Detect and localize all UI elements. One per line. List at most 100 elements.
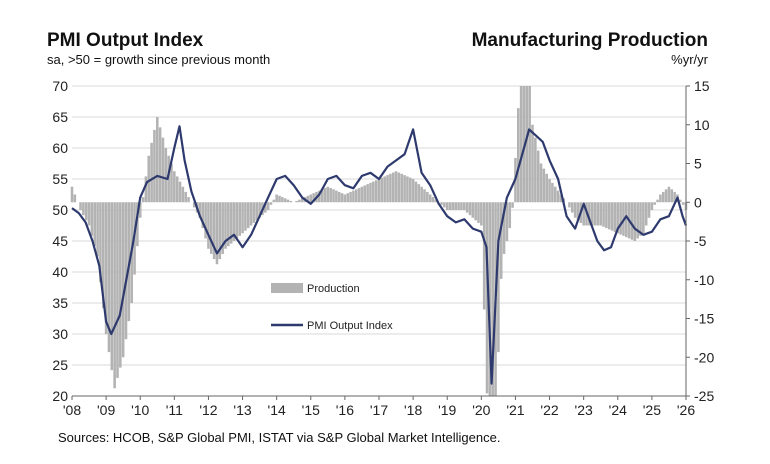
production-bar: [113, 202, 116, 389]
production-bar: [275, 194, 278, 203]
production-bar: [278, 195, 281, 203]
production-bar: [104, 202, 108, 334]
production-bar: [281, 197, 284, 203]
production-bar: [491, 202, 494, 396]
production-bar: [448, 202, 452, 210]
production-bar: [619, 202, 622, 235]
production-bar: [346, 193, 350, 203]
production-bar: [266, 202, 270, 210]
production-bar: [138, 202, 142, 218]
y-right-tick-label: 15: [694, 78, 710, 94]
production-bar: [673, 191, 676, 203]
production-bar: [354, 189, 358, 203]
production-bar: [232, 202, 236, 241]
x-tick-label: '21: [506, 402, 524, 418]
y-right-tick-label: -25: [694, 388, 714, 404]
legend-label-pmi: PMI Output Index: [307, 320, 393, 332]
production-bar: [391, 172, 395, 203]
production-bar: [221, 202, 224, 254]
production-bar: [625, 202, 628, 238]
production-bar: [178, 181, 182, 203]
x-tick-label: '13: [233, 402, 251, 418]
production-bar: [204, 202, 207, 239]
production-bar: [229, 202, 233, 244]
pmi-output-line: [71, 125, 688, 385]
production-bar: [647, 202, 651, 218]
production-bar: [411, 179, 415, 203]
production-bar: [340, 193, 344, 203]
y-left-tick-label: 70: [52, 78, 68, 94]
x-tick-label: '15: [302, 402, 320, 418]
production-bar: [599, 202, 603, 226]
x-tick-label: '16: [336, 402, 354, 418]
production-bar: [468, 202, 472, 216]
production-bar: [360, 186, 364, 203]
production-bar: [582, 202, 585, 226]
production-bar: [210, 202, 213, 254]
production-bar: [607, 202, 611, 230]
production-bar: [553, 186, 557, 203]
production-bar: [389, 173, 392, 203]
production-bar: [241, 202, 244, 234]
production-bar: [551, 182, 554, 203]
production-bar: [244, 202, 247, 231]
production-bar: [272, 199, 276, 203]
production-bar: [161, 137, 165, 203]
production-bar: [460, 202, 463, 210]
production-bar: [374, 180, 378, 203]
y-left-tick-label: 45: [52, 233, 68, 249]
production-bar: [320, 189, 324, 203]
production-bar: [681, 202, 685, 205]
production-bar: [505, 202, 509, 241]
production-bar: [318, 190, 321, 203]
production-bar: [667, 186, 671, 203]
production-bar: [636, 202, 639, 239]
production-bar: [380, 177, 384, 203]
production-bar: [661, 191, 665, 203]
x-tick-label: '12: [199, 402, 217, 418]
production-bar: [181, 186, 185, 203]
production-bar: [431, 197, 435, 203]
y-right-tick-label: -10: [694, 272, 714, 288]
production-bar: [502, 202, 506, 254]
production-bar: [488, 202, 492, 396]
production-bar: [590, 202, 594, 226]
x-tick-label: '25: [643, 402, 661, 418]
production-bar: [87, 202, 91, 226]
right-axis-unit: %yr/yr: [671, 52, 708, 67]
production-bar: [573, 202, 577, 218]
production-bar: [593, 202, 597, 226]
production-bar: [457, 202, 460, 210]
production-bar: [485, 202, 489, 394]
production-bar: [173, 171, 176, 203]
production-bar: [465, 202, 469, 213]
production-bar: [224, 202, 227, 249]
production-bar: [440, 202, 443, 205]
production-bar: [264, 202, 267, 213]
y-right-tick-label: -5: [694, 233, 707, 249]
production-bar: [286, 199, 290, 203]
x-tick-label: '18: [404, 402, 422, 418]
production-bar: [136, 202, 139, 247]
production-bar: [445, 202, 449, 210]
production-bar: [107, 202, 111, 353]
production-bar: [369, 182, 372, 203]
y-right-tick-label: -20: [694, 349, 714, 365]
production-bar: [366, 184, 369, 203]
y-left-tick-label: 60: [52, 140, 68, 156]
production-bar: [610, 202, 614, 231]
production-bar: [406, 176, 409, 203]
production-bar: [357, 188, 361, 203]
y-right-tick-label: 10: [694, 117, 710, 133]
production-bar: [155, 117, 159, 203]
production-bar: [545, 173, 548, 203]
production-bar: [420, 186, 423, 203]
production-bar: [548, 179, 551, 203]
y-left-tick-label: 50: [52, 202, 68, 218]
production-bar: [497, 202, 500, 353]
production-bar: [400, 173, 404, 203]
production-bar: [588, 202, 591, 226]
production-bar: [499, 202, 503, 279]
x-tick-label: '20: [472, 402, 490, 418]
